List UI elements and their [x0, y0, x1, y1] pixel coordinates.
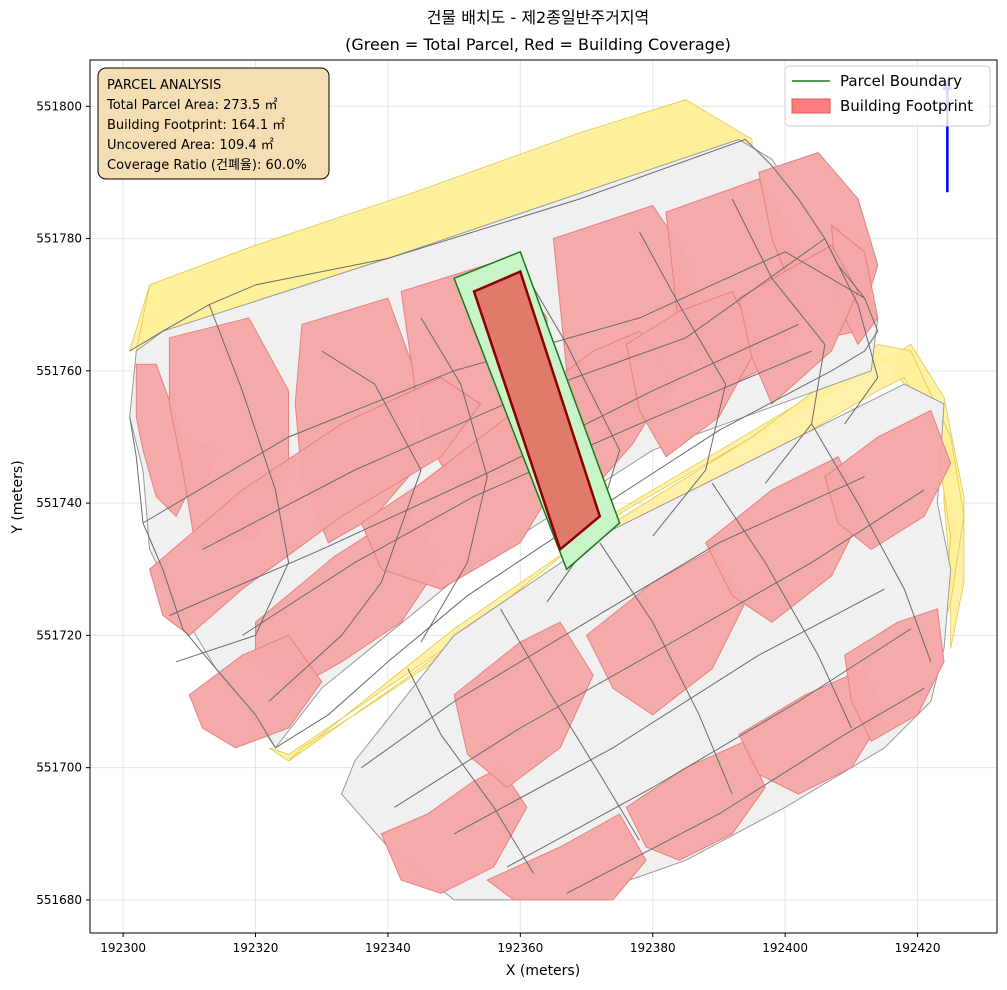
y-tick-label: 551800 [36, 99, 82, 113]
building [844, 608, 945, 742]
parcel-line [506, 628, 912, 868]
parcel-line [599, 542, 733, 795]
parcel-line [394, 489, 925, 808]
y-tick-label: 551780 [36, 232, 82, 246]
legend: Parcel Boundary Building Footprint [784, 65, 991, 127]
parcel-line [268, 350, 422, 702]
parcel-line [731, 198, 826, 484]
info-total-area: Total Parcel Area: 273.5 ㎡ [106, 98, 277, 113]
info-heading: PARCEL ANALYSIS [107, 78, 221, 93]
parcel-line [711, 483, 852, 729]
y-tick-label: 551740 [36, 496, 82, 510]
x-tick-label: 192300 [100, 941, 146, 955]
parcel-line [420, 317, 488, 643]
x-tick-label: 192340 [365, 941, 411, 955]
y-tick-label: 551680 [36, 893, 82, 907]
parcel-line [824, 238, 879, 425]
building [360, 416, 561, 590]
info-coverage-ratio: Coverage Ratio (건폐율): 60.0% [107, 158, 307, 173]
building [453, 621, 594, 789]
parcel-analysis-box: PARCEL ANALYSIS Total Parcel Area: 273.5… [97, 67, 330, 180]
y-axis: 551680 551700 551720 551740 551760 551780 5518… [36, 99, 90, 907]
road [268, 343, 965, 762]
x-tick-label: 192420 [895, 941, 941, 955]
plot-frame [89, 59, 998, 934]
legend-parcel-label: Parcel Boundary [840, 72, 962, 90]
info-box-background [97, 67, 330, 180]
y-tick-label: 551720 [36, 628, 82, 642]
building [486, 813, 647, 901]
target-building [472, 269, 602, 552]
y-tick-label: 551760 [36, 364, 82, 378]
parcel-line-layer [129, 138, 932, 894]
parcel-line [361, 476, 865, 769]
title-line-2: (Green = Total Parcel, Red = Building Co… [345, 35, 731, 54]
parcel-line [129, 138, 879, 749]
x-tick-label: 192400 [762, 941, 808, 955]
x-tick-label: 192360 [497, 941, 543, 955]
x-axis-label: X (meters) [506, 963, 580, 979]
x-tick-label: 192380 [630, 941, 676, 955]
parcel-line [811, 423, 932, 662]
figure-title: 건물 배치도 - 제2종일반주거지역 (Green = Total Parcel… [345, 8, 731, 54]
building [705, 456, 866, 623]
y-axis-label: Y (meters) [10, 460, 26, 534]
parcel-line [175, 304, 290, 663]
info-building-footprint: Building Footprint: 164.1 ㎡ [107, 118, 285, 133]
legend-frame [784, 65, 991, 127]
parcel-line [407, 668, 535, 874]
building [380, 767, 528, 894]
info-uncovered-area: Uncovered Area: 109.4 ㎡ [107, 138, 274, 153]
x-axis: 192300 192320 192340 192360 192380 192400 1924… [100, 933, 940, 955]
x-tick-label: 192320 [233, 941, 279, 955]
building [149, 376, 482, 637]
building-layer [135, 152, 952, 901]
parcel-line [639, 231, 727, 537]
legend-building-swatch [791, 98, 831, 114]
target-parcel-layer [453, 250, 621, 571]
parcel-line [242, 350, 812, 636]
legend-building-label: Building Footprint [840, 97, 973, 115]
parcel-line [169, 324, 799, 616]
parcel-line [453, 588, 885, 835]
parcel-line [500, 608, 640, 841]
building [824, 409, 952, 551]
building [188, 634, 323, 749]
parcel-line [566, 687, 925, 894]
title-line-1: 건물 배치도 - 제2종일반주거지역 [427, 8, 650, 27]
road-layer [129, 99, 965, 762]
y-tick-label: 551700 [36, 761, 82, 775]
